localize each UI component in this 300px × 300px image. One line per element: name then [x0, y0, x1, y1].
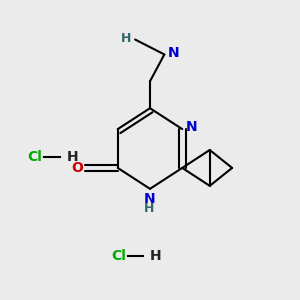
Text: Cl: Cl: [111, 249, 126, 263]
Text: N: N: [144, 192, 155, 206]
Text: Cl: Cl: [28, 151, 43, 164]
Text: N: N: [186, 120, 198, 134]
Text: H: H: [150, 249, 162, 263]
Text: H: H: [121, 32, 131, 44]
Text: O: O: [71, 161, 83, 175]
Text: H: H: [66, 151, 78, 164]
Text: N: N: [167, 46, 179, 60]
Text: H: H: [144, 202, 154, 215]
